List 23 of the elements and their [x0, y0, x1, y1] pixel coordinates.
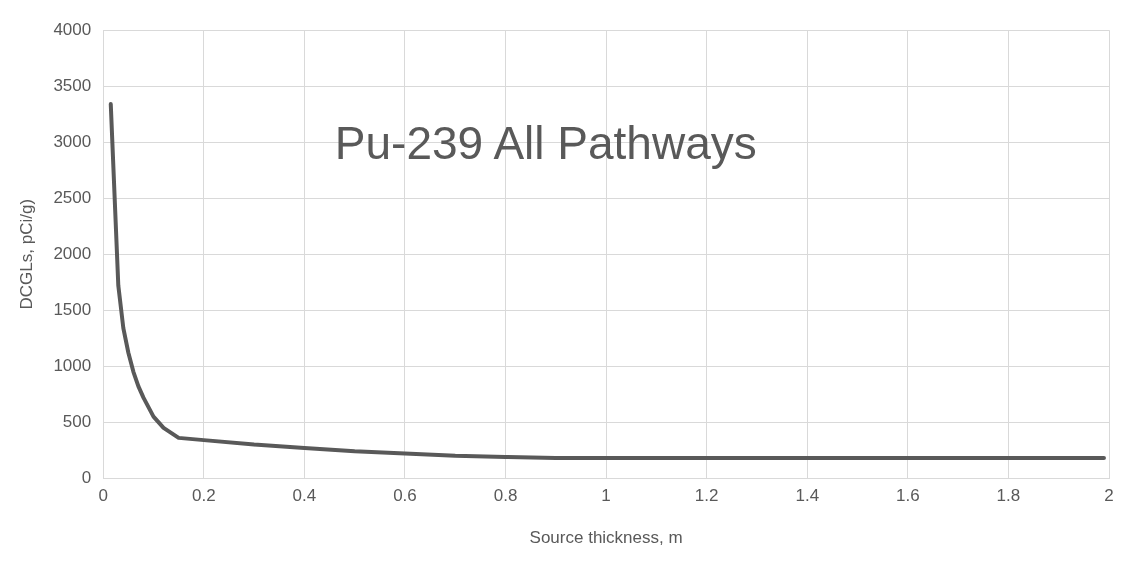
- y-tick-label: 3500: [53, 75, 92, 95]
- y-tick-label: 4000: [53, 19, 92, 39]
- x-tick-label: 0.6: [393, 486, 417, 506]
- x-axis-title: Source thickness, m: [529, 528, 683, 548]
- text: Pu-239 All Pathways: [334, 117, 757, 170]
- y-tick-label: 1500: [53, 299, 92, 319]
- x-tick-label: 1.4: [795, 486, 820, 506]
- y-axis-title: DCGLs, pCi/g): [16, 198, 36, 310]
- x-tick-label: 1.6: [896, 486, 920, 506]
- y-tick-label: 3000: [53, 131, 92, 151]
- y-tick-label: 0: [81, 467, 92, 487]
- x-tick-label: 1.2: [694, 486, 719, 506]
- x-tick-label: 1: [601, 486, 611, 506]
- y-tick-label: 2500: [53, 187, 92, 207]
- y-tick-label: 1000: [53, 355, 92, 375]
- y-tick-label: 500: [62, 411, 92, 431]
- x-tick-label: 0: [98, 486, 108, 506]
- x-tick-label: 0.2: [191, 486, 216, 506]
- x-tick-label: 0.4: [292, 486, 317, 506]
- x-tick-label: 1.8: [996, 486, 1021, 506]
- x-tick-label: 0.8: [493, 486, 518, 506]
- y-tick-label: 2000: [53, 243, 92, 263]
- x-tick-label: 2: [1104, 486, 1114, 506]
